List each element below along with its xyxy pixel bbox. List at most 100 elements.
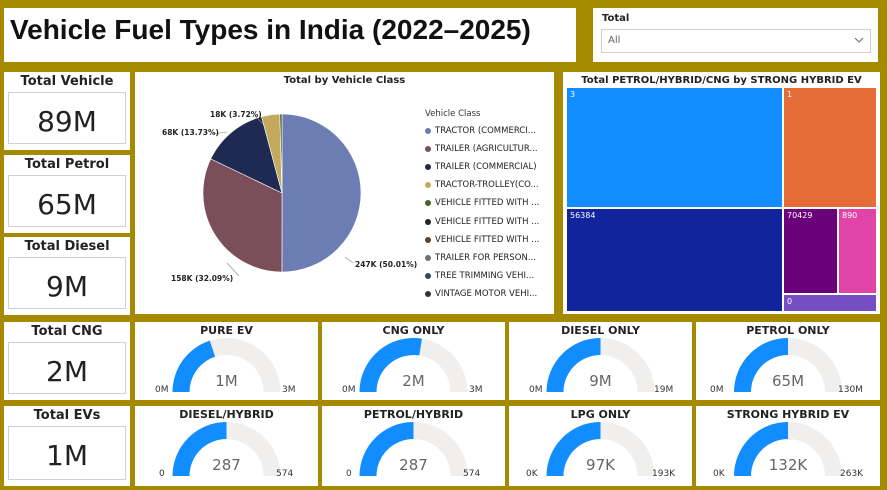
- gauge-title: STRONG HYBRID EV: [726, 408, 850, 421]
- pie-slice[interactable]: [281, 113, 362, 273]
- gauge-min: 0M: [342, 385, 356, 395]
- tile-label: 70429: [787, 211, 813, 220]
- gauge-arc: [172, 422, 281, 476]
- gauge-pure-ev: PURE EV 1M 0M 3M: [135, 322, 318, 400]
- legend-label: TRAILER (AGRICULTUR...: [435, 144, 538, 155]
- gauge-max: 263K: [840, 469, 864, 479]
- pie-label-trailer-commercial: 68K (13.73%): [162, 128, 219, 137]
- gauge-fill: [359, 338, 422, 392]
- gauge-title: CNG ONLY: [382, 324, 445, 337]
- gauge-value: 287: [212, 456, 241, 474]
- kpi-total-vehicle: Total Vehicle 89M: [4, 72, 130, 150]
- legend-item[interactable]: TRACTOR (COMMERCI...: [425, 122, 553, 140]
- legend-dot: [425, 218, 431, 225]
- pie-slice[interactable]: [279, 113, 283, 194]
- legend-item[interactable]: TRACTOR-TROLLEY(CO...: [425, 176, 553, 194]
- gauge-max: 574: [276, 469, 294, 479]
- page-title: Vehicle Fuel Types in India (2022–2025): [10, 14, 531, 45]
- legend-item[interactable]: VEHICLE FITTED WITH ...: [425, 212, 553, 230]
- gauge-max: 130M: [838, 385, 863, 395]
- legend-dot: [425, 290, 431, 297]
- gauge-arc: [546, 338, 655, 392]
- legend-item[interactable]: TRAILER FOR PERSON...: [425, 249, 553, 267]
- legend-item[interactable]: TRAILER (AGRICULTUR...: [425, 140, 553, 158]
- treemap-title: Total PETROL/HYBRID/CNG by STRONG HYBRID…: [581, 75, 862, 86]
- legend-label: TREE TRIMMING VEHI...: [435, 270, 535, 281]
- slicer-dropdown[interactable]: All: [601, 29, 871, 53]
- treemap-tile[interactable]: 890: [838, 208, 877, 294]
- treemap-panel: Total PETROL/HYBRID/CNG by STRONG HYBRID…: [563, 72, 880, 314]
- gauge-fill: [359, 422, 414, 476]
- slicer-value: All: [608, 35, 621, 46]
- gauge-title: DIESEL/HYBRID: [179, 408, 274, 421]
- legend-label: TRAILER (COMMERCIAL): [435, 162, 537, 173]
- gauge-title: PETROL ONLY: [746, 324, 830, 337]
- gauge-max: 19M: [654, 385, 674, 395]
- legend-item[interactable]: VEHICLE FITTED WITH ...: [425, 194, 553, 212]
- kpi-total-evs: Total EVs 1M: [4, 406, 130, 486]
- gauge-lpg-only: LPG ONLY 97K 0K 193K: [509, 406, 692, 486]
- kpi-total-diesel: Total Diesel 9M: [4, 237, 130, 315]
- gauge-fill: [734, 338, 788, 392]
- vehicle-class-pie-chart: Total by Vehicle Class 247K (50.01%) 158…: [135, 72, 554, 314]
- gauge-max: 193K: [652, 469, 676, 479]
- tile-label: 0: [787, 297, 793, 306]
- kpi-value: 9M: [46, 270, 88, 303]
- gauge-min: 0: [346, 469, 352, 479]
- gauge-petrol-hybrid: PETROL/HYBRID 287 0 574: [322, 406, 505, 486]
- legend-item[interactable]: VINTAGE MOTOR VEHI...: [425, 285, 553, 303]
- gauge-arc: [359, 338, 468, 392]
- tile-label: 890: [842, 211, 858, 220]
- gauge-fill: [734, 422, 788, 476]
- pie-label-trailer-agricultural: 158K (32.09%): [171, 274, 234, 283]
- legend-label: VINTAGE MOTOR VEHI...: [435, 288, 538, 299]
- kpi-total-cng: Total CNG 2M: [4, 322, 130, 400]
- gauge-arc: [734, 422, 842, 476]
- legend-label: VEHICLE FITTED WITH ...: [435, 216, 540, 227]
- pie-slice[interactable]: [202, 158, 283, 273]
- treemap-tile[interactable]: 1: [783, 87, 877, 208]
- legend-dot: [425, 236, 431, 243]
- gauge-fill: [546, 338, 601, 392]
- gauge-diesel-hybrid: DIESEL/HYBRID 287 0 574: [135, 406, 318, 486]
- legend-label: TRACTOR (COMMERCI...: [435, 126, 536, 137]
- gauge-max: 3M: [282, 385, 296, 395]
- treemap-tile[interactable]: 3: [566, 87, 783, 208]
- gauge-max: 574: [463, 469, 481, 479]
- pie-chart-title: Total by Vehicle Class: [283, 75, 406, 86]
- gauge-arc: [172, 338, 281, 392]
- gauge-value: 65M: [771, 372, 805, 390]
- pie-label-tractor-trolley: 18K (3.72%): [210, 110, 262, 119]
- treemap-tile[interactable]: 56384: [566, 208, 783, 312]
- legend-label: TRAILER FOR PERSON...: [435, 252, 536, 263]
- gauge-fill: [172, 422, 227, 476]
- total-slicer: Total All: [593, 8, 878, 62]
- legend-item[interactable]: VEHICLE FITTED WITH ...: [425, 231, 553, 249]
- gauge-max: 3M: [469, 385, 483, 395]
- pie-leader-line: [344, 256, 354, 264]
- gauge-arc: [546, 422, 655, 476]
- gauge-arc: [359, 422, 468, 476]
- kpi-label: Total CNG: [31, 324, 103, 339]
- kpi-total-petrol: Total Petrol 65M: [4, 155, 130, 233]
- gauge-value: 2M: [402, 372, 425, 390]
- kpi-label: Total Petrol: [24, 157, 110, 172]
- gauge-min: 0M: [529, 385, 543, 395]
- legend-item[interactable]: TREE TRIMMING VEHI...: [425, 267, 553, 285]
- legend-title: Vehicle Class: [425, 109, 481, 119]
- pie-slice[interactable]: [210, 116, 283, 194]
- kpi-value: 89M: [37, 105, 97, 138]
- legend-dot: [425, 128, 431, 135]
- pie-legend: Vehicle Class TRACTOR (COMMERCI... TRAILE…: [425, 109, 553, 303]
- legend-dot: [425, 254, 431, 261]
- treemap-tile[interactable]: 0: [783, 294, 877, 312]
- treemap-tile[interactable]: 70429: [783, 208, 838, 294]
- gauge-min: 0M: [710, 385, 724, 395]
- tile-label: 56384: [570, 211, 596, 220]
- kpi-label: Total EVs: [33, 408, 101, 423]
- pie-leader-line: [226, 262, 240, 277]
- pie-svg: [202, 113, 362, 277]
- chevron-down-icon: [854, 37, 864, 43]
- legend-item[interactable]: TRAILER (COMMERCIAL): [425, 158, 553, 176]
- gauge-diesel-only: DIESEL ONLY 9M 0M 19M: [509, 322, 692, 400]
